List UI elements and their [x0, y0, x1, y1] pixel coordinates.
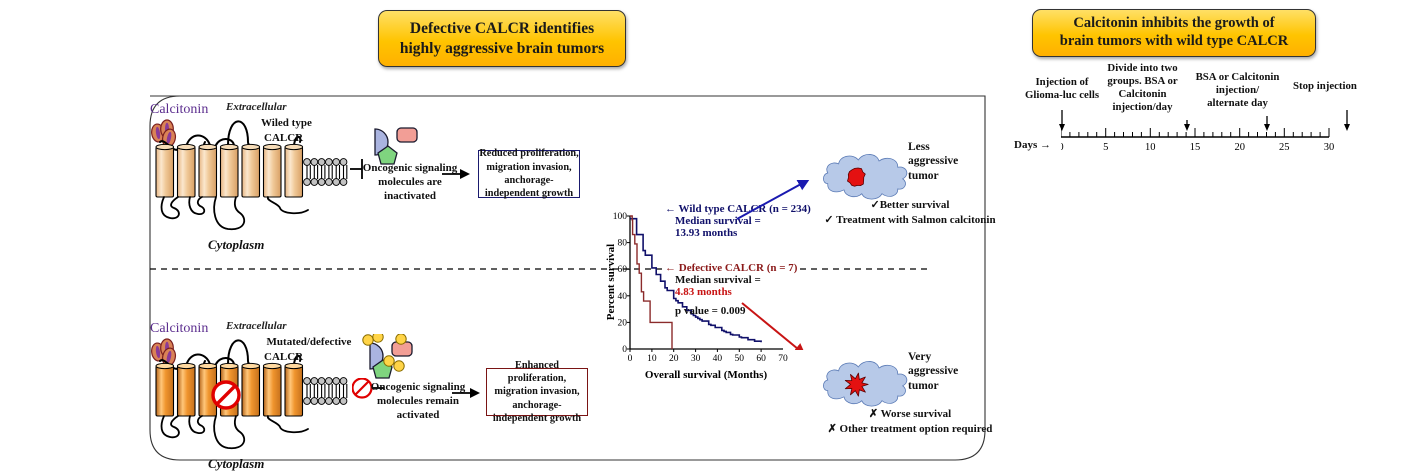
svg-text:0: 0 — [1061, 142, 1064, 153]
svg-text:10: 10 — [647, 354, 657, 364]
svg-text:30: 30 — [1324, 142, 1335, 153]
svg-text:100: 100 — [613, 212, 628, 222]
svg-text:5: 5 — [1103, 142, 1108, 153]
svg-text:25: 25 — [1279, 142, 1290, 153]
svg-text:20: 20 — [618, 318, 628, 328]
svg-text:30: 30 — [691, 354, 701, 364]
svg-text:10: 10 — [1145, 142, 1156, 153]
svg-text:20: 20 — [1234, 142, 1245, 153]
svg-text:50: 50 — [735, 354, 745, 364]
svg-text:20: 20 — [669, 354, 679, 364]
svg-text:70: 70 — [778, 354, 788, 364]
svg-text:60: 60 — [756, 354, 766, 364]
svg-text:Percent survival: Percent survival — [605, 244, 617, 320]
svg-text:0: 0 — [622, 345, 627, 355]
svg-text:40: 40 — [713, 354, 723, 364]
svg-text:80: 80 — [618, 239, 628, 249]
svg-text:40: 40 — [618, 292, 628, 302]
svg-text:60: 60 — [618, 265, 628, 275]
svg-text:15: 15 — [1190, 142, 1201, 153]
svg-text:0: 0 — [628, 354, 633, 364]
svg-text:Overall survival (Months): Overall survival (Months) — [645, 369, 768, 381]
